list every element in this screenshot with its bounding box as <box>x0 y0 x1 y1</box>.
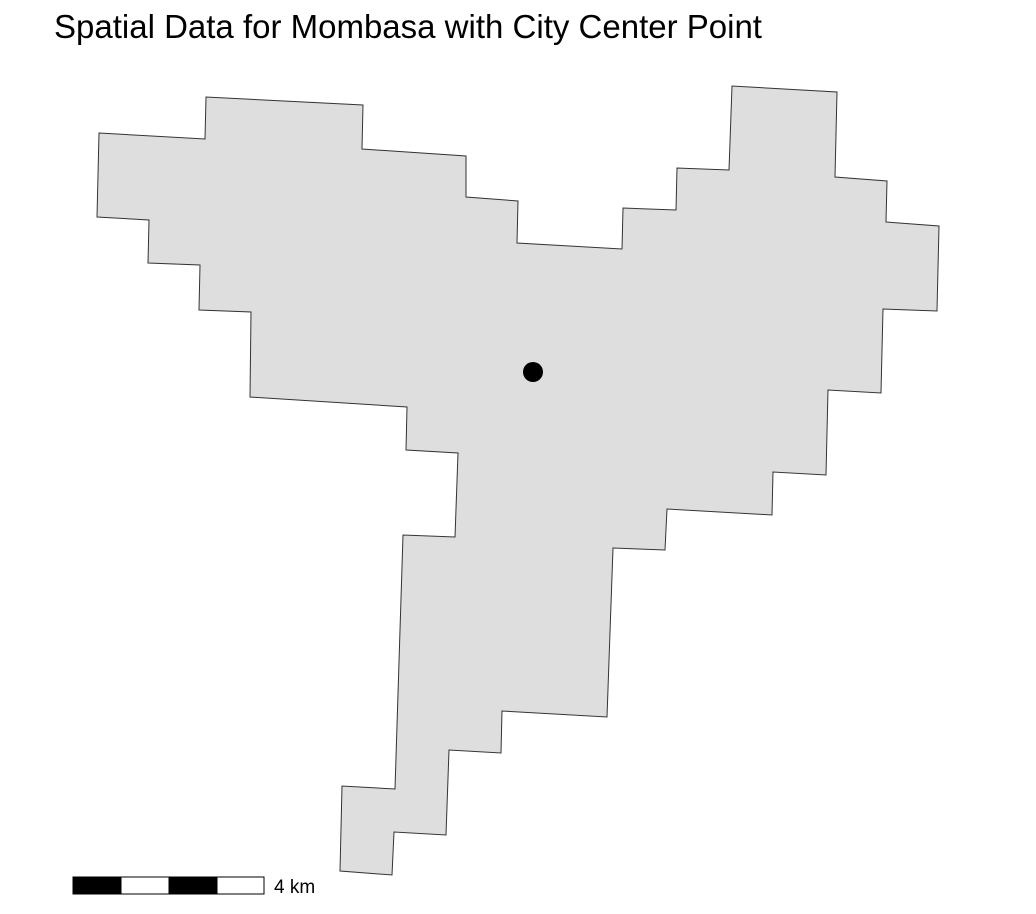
scale-bar-segment <box>120 876 170 895</box>
city-center-point <box>523 362 543 382</box>
scale-bar-segment <box>216 876 265 895</box>
mombasa-boundary <box>96 85 940 876</box>
scale-bar-segment <box>72 876 122 895</box>
map-title: Spatial Data for Mombasa with City Cente… <box>54 8 762 45</box>
scale-bar-label: 4 km <box>274 877 315 898</box>
scale-bar: 4 km <box>72 876 315 898</box>
scale-bar-segment <box>168 876 218 895</box>
